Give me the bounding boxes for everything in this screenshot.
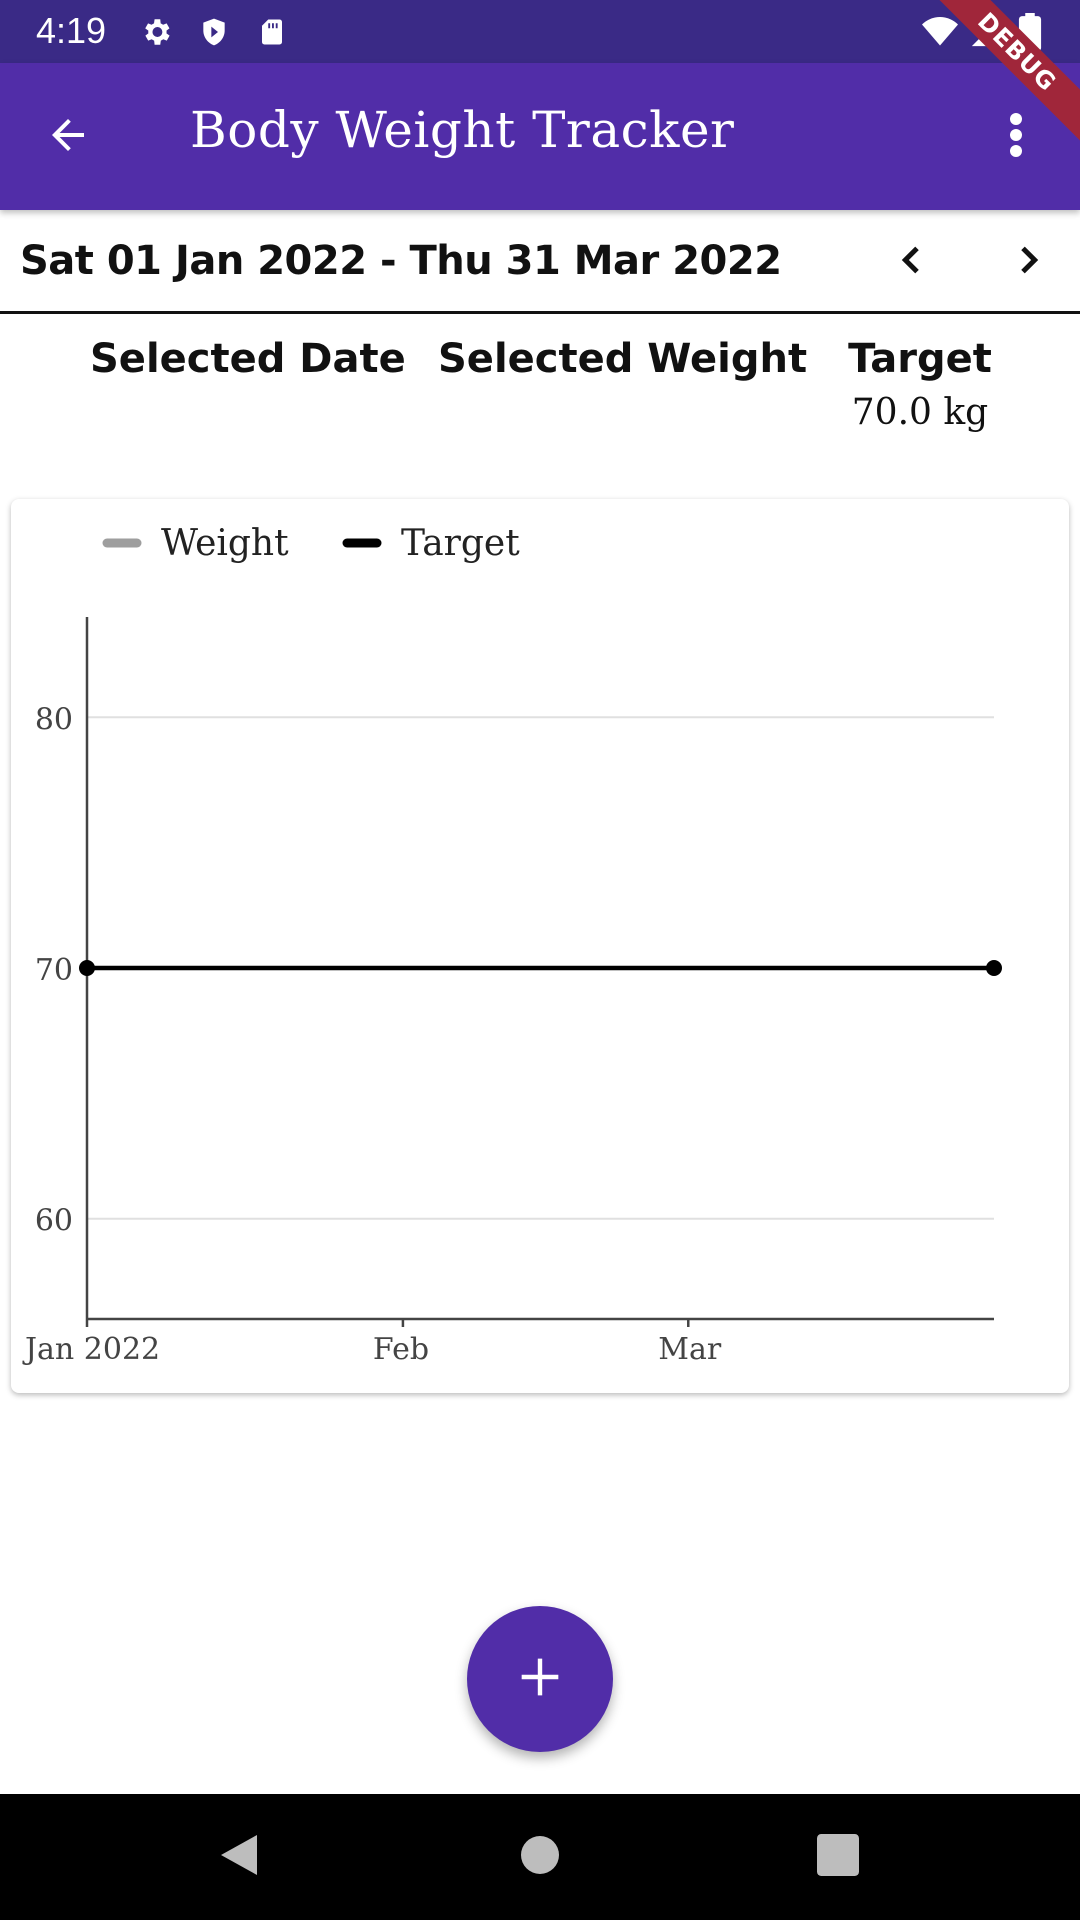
previous-range-button[interactable]: [886, 236, 938, 288]
battery-icon: [1012, 13, 1048, 51]
sd-card-icon: [254, 14, 290, 50]
page-title: Body Weight Tracker: [190, 101, 735, 159]
add-entry-button[interactable]: [467, 1606, 613, 1752]
target-label: Target: [848, 336, 992, 382]
status-bar: 4:19: [0, 0, 1080, 63]
back-button[interactable]: [40, 109, 96, 165]
gear-icon: [138, 14, 174, 50]
target-value: 70.0 kg: [851, 392, 989, 433]
system-back-button[interactable]: [206, 1824, 272, 1890]
system-recents-button[interactable]: [805, 1824, 871, 1890]
selection-summary: Selected Date Selected Weight Target 70.…: [0, 336, 1080, 456]
legend-label-weight: Weight: [161, 523, 289, 564]
recents-square-icon: [817, 1834, 859, 1880]
selected-weight-column: Selected Weight: [438, 336, 808, 392]
status-time: 4:19: [36, 10, 107, 51]
y-tick-label: 60: [35, 1204, 73, 1239]
selected-date-column: Selected Date: [90, 336, 406, 392]
signal-icon: [968, 14, 1004, 50]
x-tick-label: Jan 2022: [22, 1332, 160, 1367]
app-bar: Body Weight Tracker: [0, 63, 1080, 210]
system-nav-bar: [0, 1794, 1080, 1920]
target-column: Target 70.0 kg: [842, 336, 998, 433]
data-point-target: [79, 960, 95, 976]
date-range-bar: Sat 01 Jan 2022 - Thu 31 Mar 2022: [0, 210, 1080, 314]
legend-label-target: Target: [401, 523, 520, 564]
date-range-label: Sat 01 Jan 2022 - Thu 31 Mar 2022: [20, 238, 782, 284]
wifi-icon: [922, 14, 958, 50]
next-range-button[interactable]: [1002, 236, 1054, 288]
more-vert-icon: [1006, 111, 1026, 163]
overflow-menu-button[interactable]: [988, 107, 1044, 167]
chart-card: Weight Target 60 70 80 Jan 2022 Feb Mar: [11, 499, 1069, 1393]
y-tick-label: 70: [35, 953, 73, 988]
selected-date-label: Selected Date: [90, 336, 406, 382]
back-triangle-icon: [217, 1831, 261, 1883]
selected-weight-label: Selected Weight: [438, 336, 808, 382]
x-tick-label: Mar: [658, 1332, 722, 1367]
system-home-button[interactable]: [507, 1824, 573, 1890]
x-tick-label: Feb: [373, 1332, 429, 1367]
plus-icon: [518, 1655, 562, 1703]
home-circle-icon: [520, 1835, 560, 1879]
chevron-left-icon: [892, 240, 932, 284]
arrow-back-icon: [44, 111, 92, 163]
weight-chart[interactable]: Weight Target 60 70 80 Jan 2022 Feb Mar: [11, 499, 1069, 1393]
shield-icon: [196, 14, 232, 50]
chevron-right-icon: [1008, 240, 1048, 284]
data-point-target: [986, 960, 1002, 976]
y-tick-label: 80: [35, 702, 73, 737]
